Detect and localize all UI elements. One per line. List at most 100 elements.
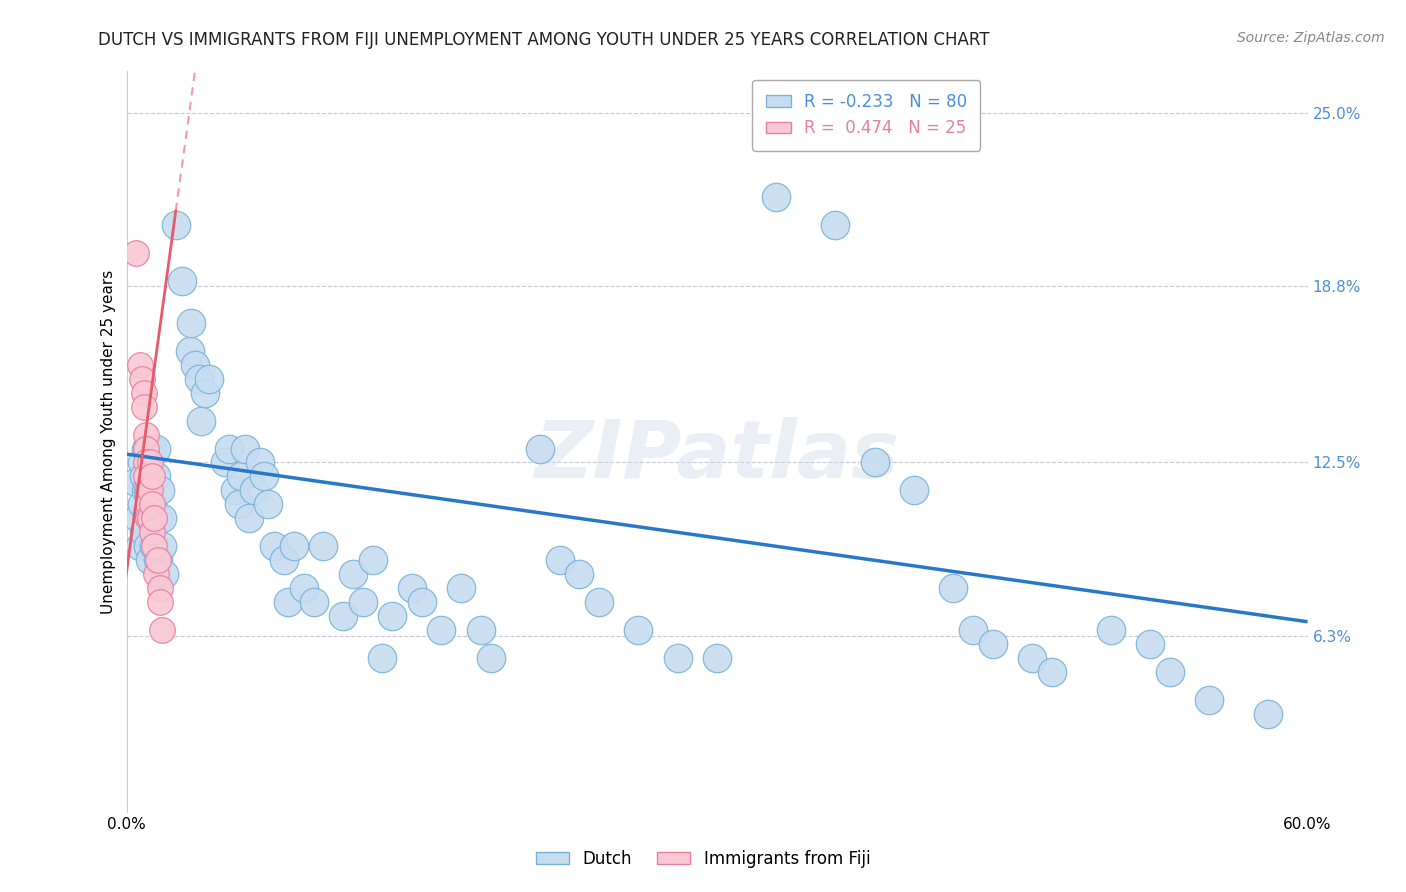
Point (361, 553, 384, 567)
Point (332, 609, 354, 624)
Point (283, 539, 305, 553)
Point (136, 511, 159, 525)
Point (243, 483, 266, 498)
Point (249, 455, 271, 469)
Point (134, 385, 156, 400)
Point (127, 511, 149, 525)
Point (588, 595, 610, 609)
Point (141, 442, 163, 456)
Point (143, 539, 166, 553)
Point (194, 385, 217, 400)
Point (145, 442, 167, 456)
Point (229, 469, 252, 483)
Point (139, 511, 162, 525)
Point (143, 511, 166, 525)
Point (146, 553, 169, 567)
Point (165, 218, 187, 232)
Point (548, 553, 571, 567)
Y-axis label: Unemployment Among Youth under 25 years: Unemployment Among Youth under 25 years (101, 269, 117, 614)
Point (170, 274, 193, 288)
Point (146, 511, 169, 525)
Point (150, 623, 173, 637)
Point (292, 581, 315, 595)
Point (145, 469, 167, 483)
Point (470, 623, 492, 637)
Point (942, 581, 965, 595)
Point (141, 497, 163, 511)
Point (125, 475, 148, 489)
Legend: R = -0.233   N = 80, R =  0.474   N = 25: R = -0.233 N = 80, R = 0.474 N = 25 (752, 79, 980, 151)
Point (273, 553, 295, 567)
Point (139, 553, 162, 567)
Point (135, 442, 157, 456)
Point (135, 483, 157, 498)
Point (568, 567, 591, 582)
Point (190, 414, 212, 428)
Point (228, 497, 250, 511)
Point (198, 372, 221, 386)
Point (1021, 651, 1043, 665)
Point (352, 595, 374, 609)
Point (224, 483, 246, 498)
Point (666, 651, 689, 665)
Point (342, 567, 364, 582)
Point (139, 483, 162, 498)
Point (180, 316, 202, 330)
Point (129, 539, 152, 553)
Point (149, 595, 172, 609)
Point (529, 442, 551, 456)
Point (149, 581, 172, 595)
Point (450, 581, 472, 595)
Point (150, 539, 173, 553)
Point (188, 372, 211, 386)
Point (1198, 693, 1220, 707)
Point (302, 595, 325, 609)
Point (131, 372, 153, 386)
Point (125, 246, 148, 260)
Point (184, 358, 207, 372)
Point (401, 581, 423, 595)
Point (136, 483, 159, 498)
Text: ZIPatlas: ZIPatlas (534, 417, 900, 495)
Point (263, 539, 285, 553)
Point (863, 455, 886, 469)
Point (706, 651, 728, 665)
Point (179, 343, 201, 358)
Point (233, 442, 256, 456)
Point (134, 469, 156, 483)
Point (277, 595, 299, 609)
Point (143, 539, 166, 553)
Point (214, 455, 236, 469)
Point (238, 511, 260, 525)
Point (1159, 665, 1181, 679)
Point (479, 651, 502, 665)
Point (136, 497, 159, 511)
Point (134, 400, 156, 414)
Point (627, 623, 650, 637)
Point (1099, 623, 1122, 637)
Point (1257, 706, 1279, 721)
Point (136, 483, 159, 498)
Legend: Dutch, Immigrants from Fiji: Dutch, Immigrants from Fiji (529, 844, 877, 875)
Point (257, 497, 280, 511)
Point (824, 218, 846, 232)
Point (141, 525, 163, 540)
Point (141, 497, 163, 511)
Point (981, 637, 1004, 651)
Point (381, 609, 404, 624)
Point (312, 539, 335, 553)
Point (135, 455, 157, 469)
Point (145, 567, 167, 582)
Point (765, 190, 787, 204)
Point (149, 483, 172, 498)
Point (962, 623, 984, 637)
Point (135, 469, 157, 483)
Point (141, 469, 163, 483)
Point (134, 525, 156, 540)
Text: Source: ZipAtlas.com: Source: ZipAtlas.com (1237, 31, 1385, 45)
Text: DUTCH VS IMMIGRANTS FROM FIJI UNEMPLOYMENT AMONG YOUTH UNDER 25 YEARS CORRELATIO: DUTCH VS IMMIGRANTS FROM FIJI UNEMPLOYME… (98, 31, 990, 49)
Point (139, 455, 162, 469)
Point (430, 623, 453, 637)
Point (1040, 665, 1063, 679)
Point (135, 442, 157, 456)
